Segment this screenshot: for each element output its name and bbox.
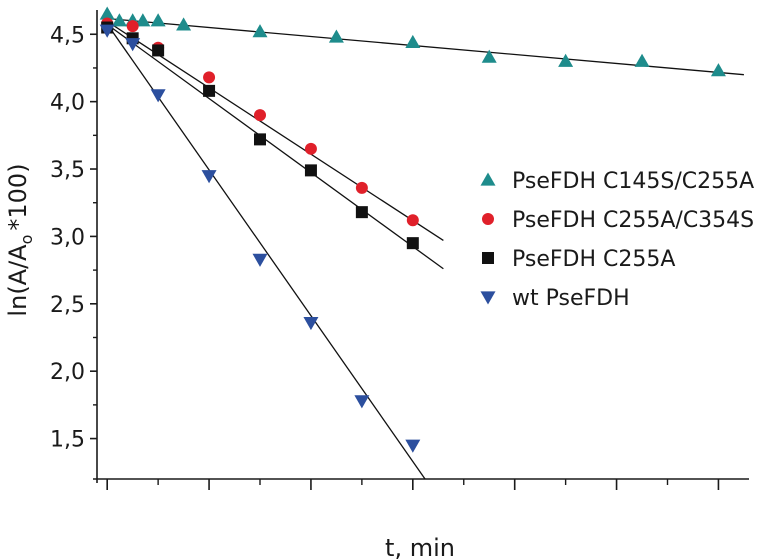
- data-point: [152, 44, 165, 57]
- data-point: [355, 181, 368, 194]
- data-point: [558, 53, 574, 67]
- y-tick-label: 4,5: [50, 23, 85, 48]
- data-point: [303, 317, 319, 331]
- data-point: [254, 109, 266, 122]
- legend-label: PseFDH C255A: [512, 247, 675, 272]
- legend-label: wt PseFDH: [512, 286, 630, 311]
- data-point: [252, 253, 268, 267]
- fit-line: [101, 20, 444, 270]
- data-point: [99, 6, 115, 20]
- y-axis-title-main: ln(A/A: [4, 244, 32, 317]
- data-point: [252, 24, 268, 38]
- data-point: [406, 237, 419, 250]
- data-point: [111, 13, 127, 27]
- data-point: [304, 142, 317, 155]
- y-axis-title-suffix: *100): [4, 163, 32, 230]
- legend-label: PseFDH C255A/C354S: [512, 208, 754, 233]
- legend-marker: [482, 213, 494, 225]
- legend-marker: [482, 252, 494, 264]
- data-point: [203, 84, 216, 97]
- data-point: [304, 164, 317, 177]
- data-point: [254, 133, 266, 146]
- legend-label: PseFDH C145S/C255A: [512, 169, 754, 194]
- data-point: [405, 439, 421, 453]
- legend: PseFDH C145S/C255A PseFDH C255A/C354S PseF…: [480, 169, 754, 311]
- data-point: [99, 24, 115, 38]
- data-point: [355, 206, 368, 219]
- data-point: [150, 89, 166, 103]
- data-point: [406, 214, 419, 227]
- data-point: [354, 395, 370, 409]
- y-axis-title-subscript: o: [17, 235, 36, 245]
- data-points: [99, 6, 726, 453]
- data-point: [201, 170, 217, 184]
- y-axis-title: ln(A/Ao *100): [4, 163, 36, 316]
- y-tick-label: 3,5: [50, 158, 85, 183]
- data-point: [125, 38, 141, 52]
- data-point: [203, 71, 216, 84]
- y-tick-label: 2,0: [50, 360, 85, 385]
- y-tick-label: 4,0: [50, 91, 85, 116]
- y-tick-label: 1,5: [50, 428, 85, 453]
- legend-marker: [480, 291, 496, 305]
- x-axis-title: t, min: [385, 534, 455, 560]
- data-point: [126, 20, 139, 33]
- fit-line: [101, 16, 426, 480]
- data-point: [710, 63, 726, 77]
- axes: [93, 10, 749, 483]
- data-point: [150, 13, 166, 27]
- data-point: [328, 29, 344, 43]
- legend-marker: [480, 172, 496, 186]
- data-point: [634, 53, 650, 67]
- data-point: [176, 17, 192, 31]
- y-tick-label: 3,0: [50, 225, 85, 250]
- data-point: [135, 13, 151, 27]
- ticks: 1,5 2,0 2,5 3,0 3,5 4,0 4,5: [50, 23, 720, 490]
- data-point: [405, 34, 421, 48]
- data-point: [481, 49, 497, 63]
- y-tick-label: 2,5: [50, 293, 85, 318]
